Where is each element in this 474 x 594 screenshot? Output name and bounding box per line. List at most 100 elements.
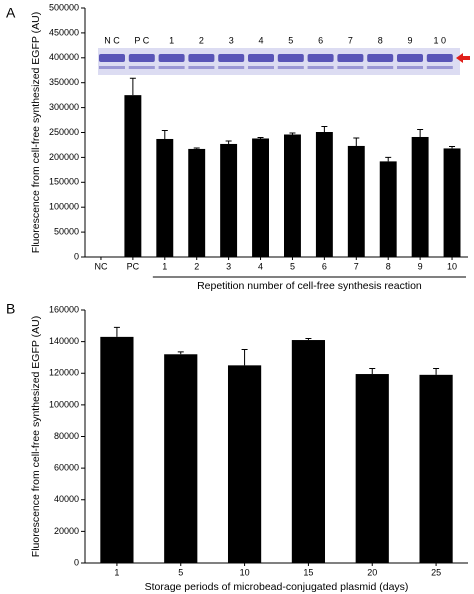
x-axis-title: Repetition number of cell-free synthesis… (197, 280, 422, 292)
gel-band (426, 54, 453, 62)
gel-lane-label: 8 (378, 35, 383, 45)
gel-lane-label: 3 (229, 35, 234, 45)
error-bar (177, 351, 184, 355)
bar (347, 145, 365, 257)
gel-band (218, 54, 245, 62)
error-bar (193, 147, 200, 149)
y-tick-label: 350000 (49, 77, 79, 87)
x-axis-title: Storage periods of microbead-conjugated … (145, 581, 409, 593)
error-bar (225, 140, 232, 144)
y-tick-label: 100000 (49, 202, 79, 212)
y-tick-label: 80000 (54, 431, 79, 441)
gel-lane-label: 6 (318, 35, 323, 45)
y-tick-label: 500000 (49, 2, 79, 12)
gel-band-faint (188, 66, 215, 69)
error-bar (449, 145, 456, 149)
y-tick-label: 300000 (49, 102, 79, 112)
gel-arrow (456, 53, 470, 63)
gel-lane-label: P C (134, 35, 149, 45)
error-bar (129, 77, 136, 96)
y-tick-label: 250000 (49, 127, 79, 137)
error-bar (353, 137, 360, 146)
y-tick-label: 450000 (49, 27, 79, 37)
x-tick-label: 25 (431, 567, 441, 577)
x-tick-label: 8 (386, 261, 391, 271)
gel-lane-label: 4 (258, 35, 263, 45)
x-tick-label: PC (127, 261, 140, 271)
y-tick-label: 400000 (49, 52, 79, 62)
gel-band-faint (218, 66, 245, 69)
x-tick-label: 10 (447, 261, 457, 271)
error-bar (305, 337, 312, 341)
x-tick-label: 6 (322, 261, 327, 271)
gel-band (337, 54, 364, 62)
error-bar (321, 126, 328, 133)
gel-lane-label: 1 0 (434, 35, 447, 45)
y-axis-title: Fluorescence from cell-free synthesized … (30, 316, 42, 557)
gel-band-faint (367, 66, 394, 69)
error-bar (417, 129, 424, 137)
x-tick-label: 15 (303, 567, 313, 577)
gel-band (397, 54, 423, 62)
x-tick-label: 9 (418, 261, 423, 271)
bar (100, 336, 134, 563)
x-tick-label: 1 (162, 261, 167, 271)
x-tick-label: NC (94, 261, 107, 271)
error-bar (161, 130, 168, 139)
y-axis-title: Fluorescence from cell-free synthesized … (30, 12, 42, 253)
bar (124, 95, 142, 258)
y-tick-label: 160000 (49, 304, 79, 314)
gel-lane-label: 7 (348, 35, 353, 45)
error-bar (241, 349, 248, 366)
gel-lane-label: 5 (288, 35, 293, 45)
panel-letter: B (6, 301, 15, 317)
gel-band (158, 54, 185, 62)
x-tick-label: 2 (194, 261, 199, 271)
error-bar (433, 368, 440, 375)
gel-band-faint (397, 66, 423, 69)
gel-band-faint (337, 66, 364, 69)
error-bar (113, 326, 120, 337)
gel-band-faint (158, 66, 185, 69)
y-tick-label: 20000 (54, 526, 79, 536)
gel-band (188, 54, 215, 62)
error-bar (369, 368, 376, 375)
gel-band-faint (307, 66, 334, 69)
gel-band-faint (99, 66, 125, 69)
error-bar (257, 136, 264, 139)
x-tick-label: 20 (367, 567, 377, 577)
x-tick-label: 3 (226, 261, 231, 271)
bar (443, 148, 461, 257)
x-tick-label: 5 (178, 567, 183, 577)
y-tick-label: 50000 (54, 226, 79, 236)
gel-band-faint (277, 66, 304, 69)
bar (284, 134, 301, 257)
gel-band-faint (248, 66, 274, 69)
gel-lane-label: 2 (199, 35, 204, 45)
gel-band (307, 54, 334, 62)
x-tick-label: 7 (354, 261, 359, 271)
y-tick-label: 200000 (49, 152, 79, 162)
y-tick-label: 0 (74, 557, 79, 567)
bar (188, 148, 206, 257)
bar (227, 365, 262, 563)
bar (379, 161, 397, 257)
bar (252, 138, 269, 257)
bar (156, 138, 174, 257)
gel-band (367, 54, 394, 62)
y-tick-label: 120000 (49, 368, 79, 378)
gel-band-faint (426, 66, 453, 69)
gel-band (99, 54, 125, 62)
gel-band (128, 54, 155, 62)
gel-lane-label: N C (104, 35, 120, 45)
y-tick-label: 60000 (54, 463, 79, 473)
gel-band (277, 54, 304, 62)
x-tick-label: 5 (290, 261, 295, 271)
y-tick-label: 150000 (49, 177, 79, 187)
gel-band (248, 54, 274, 62)
bar (315, 132, 333, 257)
y-tick-label: 40000 (54, 494, 79, 504)
gel-band-faint (128, 66, 155, 69)
x-tick-label: 1 (114, 567, 119, 577)
